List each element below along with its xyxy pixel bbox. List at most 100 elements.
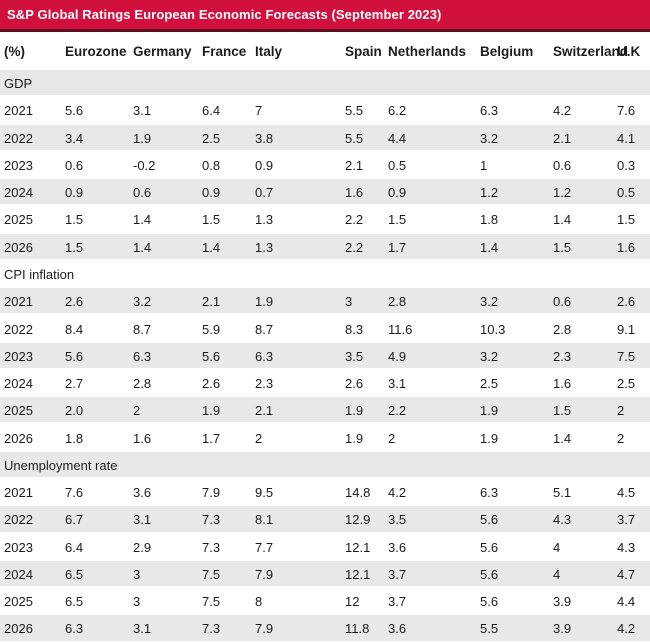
value-cell: 1.8 [480, 212, 499, 228]
value-cell: 3.2 [480, 130, 499, 146]
value-cell: 5.6 [480, 512, 499, 528]
year-cell: 2026 [4, 621, 33, 637]
value-cell: 3.1 [133, 512, 152, 528]
column-header-netherlands: Netherlands [388, 43, 467, 59]
year-cell: 2021 [4, 103, 33, 119]
value-cell: 12.1 [345, 566, 371, 582]
table-row: 2024 6.5 3 7.5 7.9 12.1 3.7 5.6 4 4.7 [0, 560, 650, 589]
value-cell: 0.6 [65, 157, 84, 173]
section-header-row: CPI inflation [0, 261, 650, 288]
value-cell: 1.9 [345, 430, 364, 446]
table-row: 2022 6.7 3.1 7.3 8.1 12.9 3.5 5.6 4.3 3.7 [0, 506, 650, 534]
value-cell: 1.5 [553, 239, 572, 255]
value-cell: 2.2 [345, 239, 364, 255]
value-cell: 1.7 [388, 239, 407, 255]
value-cell: 3.2 [480, 294, 499, 310]
value-cell: 0.6 [133, 185, 152, 201]
value-cell: 5.5 [480, 621, 499, 637]
value-cell: 6.7 [65, 512, 84, 528]
value-cell: 6.4 [202, 103, 221, 119]
value-cell: 4.5 [617, 485, 636, 501]
value-cell: 1.5 [553, 403, 572, 419]
value-cell: 2.6 [202, 376, 221, 392]
column-header-germany: Germany [133, 43, 192, 59]
value-cell: 7.3 [202, 621, 221, 637]
value-cell: 8.4 [65, 321, 84, 337]
section-header-row: GDP [0, 70, 650, 98]
value-cell: 2.5 [480, 376, 499, 392]
value-cell: 4.2 [617, 621, 636, 637]
value-cell: 2.1 [255, 403, 274, 419]
value-cell: 3.9 [553, 621, 572, 637]
value-cell: 2.6 [617, 294, 636, 310]
value-cell: 2.3 [553, 348, 572, 364]
value-cell: 3.5 [345, 348, 364, 364]
value-cell: 2.9 [133, 539, 152, 555]
year-cell: 2024 [4, 566, 33, 582]
value-cell: 1.9 [255, 294, 274, 310]
value-cell: -0.2 [133, 157, 156, 173]
value-cell: 2 [133, 403, 141, 419]
value-cell: 2.2 [345, 212, 364, 228]
value-cell: 3 [133, 594, 141, 610]
value-cell: 2.8 [553, 321, 572, 337]
table-row: 2021 7.6 3.6 7.9 9.5 14.8 4.2 6.3 5.1 4.5 [0, 479, 650, 506]
value-cell: 5.5 [345, 130, 364, 146]
value-cell: 3 [133, 566, 141, 582]
value-cell: 5.6 [65, 103, 84, 119]
value-cell: 6.5 [65, 566, 84, 582]
value-cell: 10.3 [480, 321, 506, 337]
value-cell: 8.7 [255, 321, 274, 337]
value-cell: 3.2 [480, 348, 499, 364]
value-cell: 2.1 [553, 130, 572, 146]
column-header-u-k: U.K [617, 43, 641, 59]
table-row: 2023 5.6 6.3 5.6 6.3 3.5 4.9 3.2 2.3 7.5 [0, 342, 650, 370]
value-cell: 7.9 [255, 566, 274, 582]
value-cell: 7.6 [65, 485, 84, 501]
section-header-row: Unemployment rate [0, 451, 650, 479]
column-header-spain: Spain [345, 43, 382, 59]
column-header-switzerland: Switzerland [553, 43, 629, 59]
value-cell: 12.9 [345, 512, 371, 528]
value-cell: 12.1 [345, 539, 371, 555]
value-cell: 7.6 [617, 103, 636, 119]
value-cell: 6.3 [255, 348, 274, 364]
value-cell: 5.6 [480, 539, 499, 555]
value-cell: 2 [255, 430, 263, 446]
value-cell: 3.2 [133, 294, 152, 310]
value-cell: 4.4 [388, 130, 407, 146]
value-cell: 1.4 [133, 239, 152, 255]
value-cell: 4 [553, 539, 561, 555]
value-cell: 1.9 [480, 403, 499, 419]
value-cell: 1.7 [202, 430, 221, 446]
table-row: 2022 8.4 8.7 5.9 8.7 8.3 11.6 10.3 2.8 9.1 [0, 315, 650, 342]
value-cell: 0.5 [388, 157, 407, 173]
value-cell: 1.9 [202, 403, 221, 419]
value-cell: 1.2 [480, 185, 499, 201]
value-cell: 1.4 [553, 212, 572, 228]
year-cell: 2025 [4, 212, 33, 228]
table-row: 2026 1.5 1.4 1.4 1.3 2.2 1.7 1.4 1.5 1.6 [0, 233, 650, 261]
table-row: 2026 1.8 1.6 1.7 2 1.9 2 1.9 1.4 2 [0, 424, 650, 451]
value-cell: 3.6 [388, 621, 407, 637]
value-cell: 3.7 [388, 594, 407, 610]
forecast-table: (%) Eurozone Germany France Italy Spain Nether… [0, 32, 650, 643]
year-cell: 2022 [4, 130, 33, 146]
value-cell: 1.5 [202, 212, 221, 228]
value-cell: 1.5 [65, 212, 84, 228]
value-cell: 4.4 [617, 594, 636, 610]
table-row: 2024 0.9 0.6 0.9 0.7 1.6 0.9 1.2 1.2 0.5 [0, 179, 650, 207]
value-cell: 1.2 [553, 185, 572, 201]
value-cell: 9.1 [617, 321, 636, 337]
value-cell: 5.5 [345, 103, 364, 119]
value-cell: 6.2 [388, 103, 407, 119]
year-cell: 2022 [4, 321, 33, 337]
value-cell: 1.5 [617, 212, 636, 228]
value-cell: 2 [388, 430, 396, 446]
value-cell: 0.6 [553, 294, 572, 310]
table-row: 2025 1.5 1.4 1.5 1.3 2.2 1.5 1.8 1.4 1.5 [0, 206, 650, 233]
value-cell: 1.4 [202, 239, 221, 255]
value-cell: 6.3 [480, 103, 499, 119]
value-cell: 3.6 [388, 539, 407, 555]
